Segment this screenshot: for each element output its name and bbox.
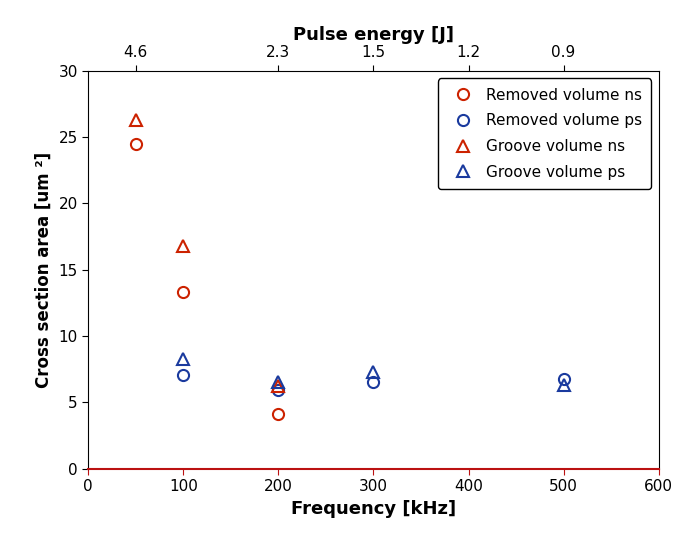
X-axis label: Pulse energy [J]: Pulse energy [J]: [293, 26, 454, 44]
Y-axis label: Cross section area [um ²]: Cross section area [um ²]: [35, 152, 53, 388]
X-axis label: Frequency [kHz]: Frequency [kHz]: [291, 500, 456, 518]
Legend: Removed volume ns, Removed volume ps, Groove volume ns, Groove volume ps: Removed volume ns, Removed volume ps, Gr…: [439, 78, 651, 189]
